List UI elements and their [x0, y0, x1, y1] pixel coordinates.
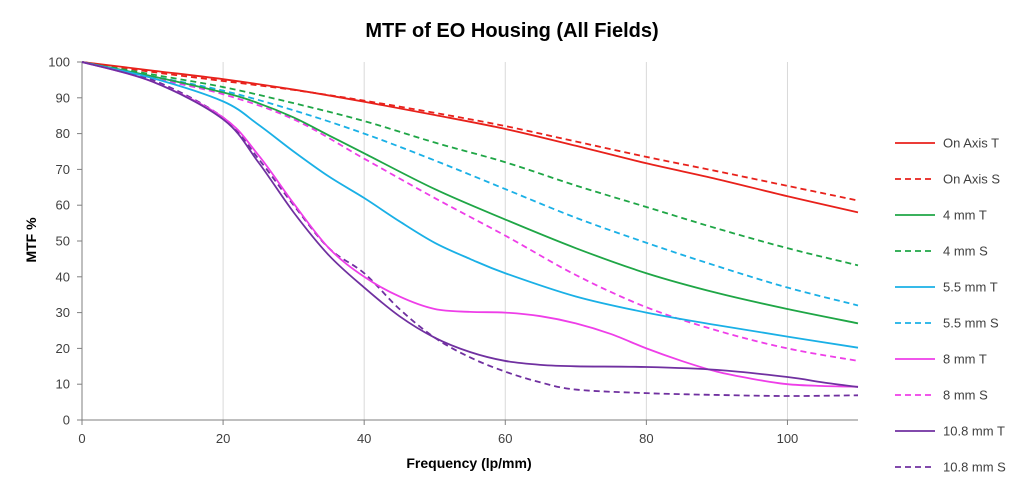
series-line-on-axis-s — [81, 61, 859, 202]
y-tick-label: 90 — [56, 90, 70, 105]
x-tick-label: 60 — [498, 431, 512, 446]
legend-label-4-mm-s: 4 mm S — [943, 244, 988, 259]
legend-label-on-axis-s: On Axis S — [943, 172, 1000, 187]
y-tick-label: 100 — [48, 55, 70, 70]
legend-label-5-5-mm-t: 5.5 mm T — [943, 280, 998, 295]
series-line-10-8-mm-s — [81, 61, 859, 397]
legend-label-8-mm-t: 8 mm T — [943, 352, 987, 367]
series-line-5-5-mm-t — [81, 61, 859, 349]
y-tick-label: 60 — [56, 198, 70, 213]
series-line-4-mm-s — [81, 61, 859, 267]
series-line-on-axis-t — [81, 61, 859, 214]
y-tick-label: 80 — [56, 126, 70, 141]
y-tick-label: 40 — [56, 269, 70, 284]
y-tick-label: 70 — [56, 162, 70, 177]
chart-title: MTF of EO Housing (All Fields) — [365, 20, 658, 42]
y-tick-label: 20 — [56, 341, 70, 356]
x-tick-label: 0 — [78, 431, 85, 446]
series-line-8-mm-t — [81, 61, 859, 388]
legend-label-10-8-mm-s: 10.8 mm S — [943, 460, 1006, 475]
legend-label-on-axis-t: On Axis T — [943, 136, 999, 151]
axes: 0 10 20 30 40 50 60 70 80 90 100 0 20 40 60 80 100 — [48, 55, 858, 446]
legend-label-4-mm-t: 4 mm T — [943, 208, 987, 223]
gridlines — [222, 62, 788, 420]
x-tick-label: 20 — [216, 431, 230, 446]
x-tick-label: 100 — [777, 431, 799, 446]
y-axis-label: MTF % — [23, 217, 39, 263]
legend-label-5-5-mm-s: 5.5 mm S — [943, 316, 999, 331]
series-lines — [81, 61, 859, 397]
y-tick-label: 50 — [56, 234, 70, 249]
y-tick-label: 0 — [63, 413, 70, 428]
series-line-5-5-mm-s — [81, 61, 859, 307]
series-line-10-8-mm-t — [81, 61, 859, 388]
x-axis-label: Frequency (lp/mm) — [406, 455, 531, 471]
y-tick-label: 10 — [56, 377, 70, 392]
legend-label-8-mm-s: 8 mm S — [943, 388, 988, 403]
series-line-8-mm-s — [81, 61, 859, 362]
y-tick-label: 30 — [56, 305, 70, 320]
x-tick-label: 40 — [357, 431, 371, 446]
legend: On Axis T On Axis S 4 mm T 4 mm S 5.5 mm T 5.… — [895, 136, 1006, 475]
series-line-4-mm-t — [81, 61, 859, 325]
legend-label-10-8-mm-t: 10.8 mm T — [943, 424, 1005, 439]
x-tick-label: 80 — [639, 431, 653, 446]
